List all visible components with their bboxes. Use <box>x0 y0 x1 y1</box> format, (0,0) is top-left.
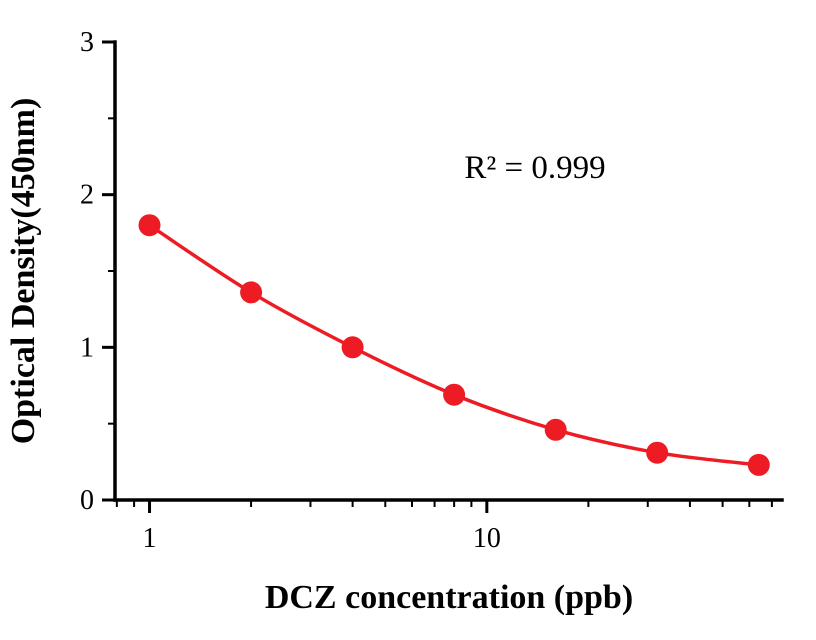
r-squared-annotation: R² = 0.999 <box>464 150 605 186</box>
data-point-marker <box>341 336 364 359</box>
data-point-marker <box>544 418 567 441</box>
data-point-marker <box>138 214 161 237</box>
curve-line <box>148 223 760 467</box>
data-point-marker <box>646 441 669 464</box>
y-tick-label: 0 <box>80 485 94 516</box>
x-tick-label: 1 <box>143 523 157 554</box>
data-point-marker <box>747 453 770 476</box>
data-point-marker <box>240 281 263 304</box>
data-point-marker <box>443 383 466 406</box>
y-tick-label: 2 <box>80 180 94 211</box>
x-axis-title: DCZ concentration (ppb) <box>265 579 633 616</box>
y-tick-label: 3 <box>80 27 94 58</box>
y-axis-title: Optical Density(450nm) <box>5 98 42 445</box>
y-tick-label: 1 <box>80 332 94 363</box>
x-tick-label: 10 <box>473 523 501 554</box>
